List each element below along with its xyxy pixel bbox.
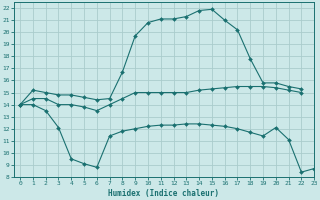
X-axis label: Humidex (Indice chaleur): Humidex (Indice chaleur) [108, 189, 220, 198]
